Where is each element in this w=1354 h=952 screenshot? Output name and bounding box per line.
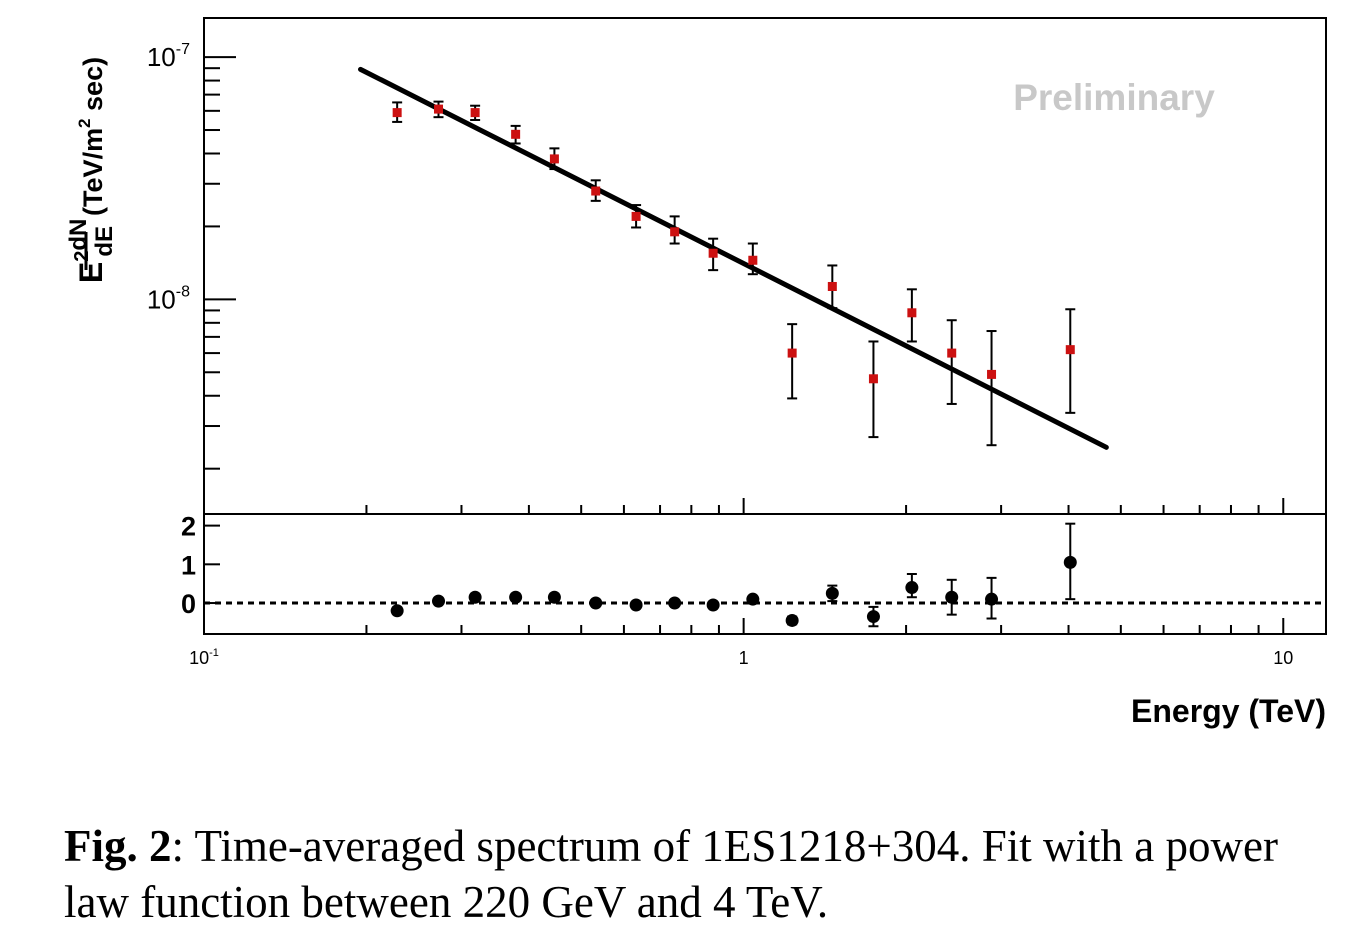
caption-label: Fig. 2 — [64, 821, 172, 871]
x-tick-label-base: 10 — [1273, 648, 1293, 668]
ylabel-unit-sup: 2 — [75, 118, 94, 127]
data-point — [470, 108, 480, 118]
data-point — [868, 374, 878, 384]
ylabel-unit-post: sec) — [78, 57, 108, 119]
x-axis-label: Energy (TeV) — [1131, 693, 1326, 729]
ylabel-unit-pre: (TeV/m — [78, 128, 108, 216]
residual-point — [945, 590, 959, 604]
residual-point — [706, 598, 720, 612]
ylabel-e-sup: 2 — [71, 251, 93, 262]
data-point — [907, 308, 917, 318]
y-tick-label: 0 — [181, 589, 196, 619]
data-point — [511, 129, 521, 139]
data-point — [947, 348, 957, 358]
x-tick-label-base: 1 — [739, 648, 749, 668]
spectrum-y-tick-labels: 10-710-8 — [147, 41, 190, 314]
data-point — [987, 369, 997, 379]
residual-point — [785, 613, 799, 627]
y-tick-label-base: 10 — [147, 284, 176, 314]
residual-point — [825, 586, 839, 600]
residual-point — [509, 590, 523, 604]
data-point — [787, 348, 797, 358]
y-tick-label: 1 — [181, 550, 196, 580]
residual-point — [905, 581, 919, 595]
data-point — [591, 186, 601, 196]
residual-point — [547, 590, 561, 604]
preliminary-annotation: Preliminary — [1013, 77, 1215, 118]
residual-point — [589, 596, 603, 610]
data-point — [748, 255, 758, 265]
residual-point — [629, 598, 643, 612]
residual-point — [432, 594, 446, 608]
y-tick-label: 2 — [181, 512, 196, 542]
spectrum-figure: 10-710-8 Preliminary E2dNdE(TeV/m2 sec) … — [65, 17, 1327, 729]
ylabel-dn: dN — [65, 219, 92, 251]
y-tick-label-exp: -7 — [176, 41, 190, 58]
residual-point — [746, 592, 760, 606]
caption-text: : Time-averaged spectrum of 1ES1218+304.… — [64, 821, 1278, 927]
data-point — [708, 248, 718, 258]
residual-point — [985, 592, 999, 606]
x-tick-label: 10-1 — [189, 647, 219, 668]
residual-point — [390, 604, 404, 618]
residual-point — [668, 596, 682, 610]
spectrum-y-ticks — [204, 56, 236, 470]
residual-x-tick-labels: 10-1 1 10 — [189, 647, 1293, 668]
data-point — [827, 281, 837, 291]
ylabel-e: E — [73, 262, 109, 283]
data-point — [631, 211, 641, 221]
data-point — [549, 154, 559, 164]
residual-y-ticks: 0 1 2 — [181, 512, 220, 619]
y-tick-label-base: 10 — [147, 42, 176, 72]
spectrum-y-axis-label: E2dNdE(TeV/m2 sec) — [65, 57, 118, 283]
y-tick-label-exp: -8 — [176, 283, 190, 300]
x-tick-label: 1 — [739, 648, 749, 668]
residual-data-points — [390, 522, 1077, 628]
spectrum-panel: 10-710-8 Preliminary E2dNdE(TeV/m2 sec) — [65, 17, 1327, 515]
x-tick-label-exp: -1 — [209, 647, 219, 659]
data-point — [1065, 345, 1075, 355]
y-tick-label: 10-8 — [147, 283, 190, 314]
residual-x-ticks — [203, 618, 1285, 634]
residual-point — [866, 610, 880, 624]
x-tick-label-base: 10 — [189, 648, 209, 668]
data-point — [392, 108, 402, 118]
x-tick-label: 10 — [1273, 648, 1293, 668]
ylabel-de: dE — [91, 226, 118, 257]
residual-frame — [203, 513, 1327, 635]
y-tick-label: 10-7 — [147, 41, 190, 72]
power-law-fit-line — [358, 66, 1109, 450]
residual-point — [468, 590, 482, 604]
residual-panel: 012 10-1 1 10 Energy (TeV) — [181, 512, 1327, 729]
spectrum-x-ticks — [203, 498, 1285, 514]
figure-caption: Fig. 2: Time-averaged spectrum of 1ES121… — [64, 818, 1334, 930]
data-point — [670, 227, 680, 237]
spectrum-data-points — [392, 100, 1076, 447]
data-point — [434, 104, 444, 114]
residual-point — [1063, 555, 1077, 569]
